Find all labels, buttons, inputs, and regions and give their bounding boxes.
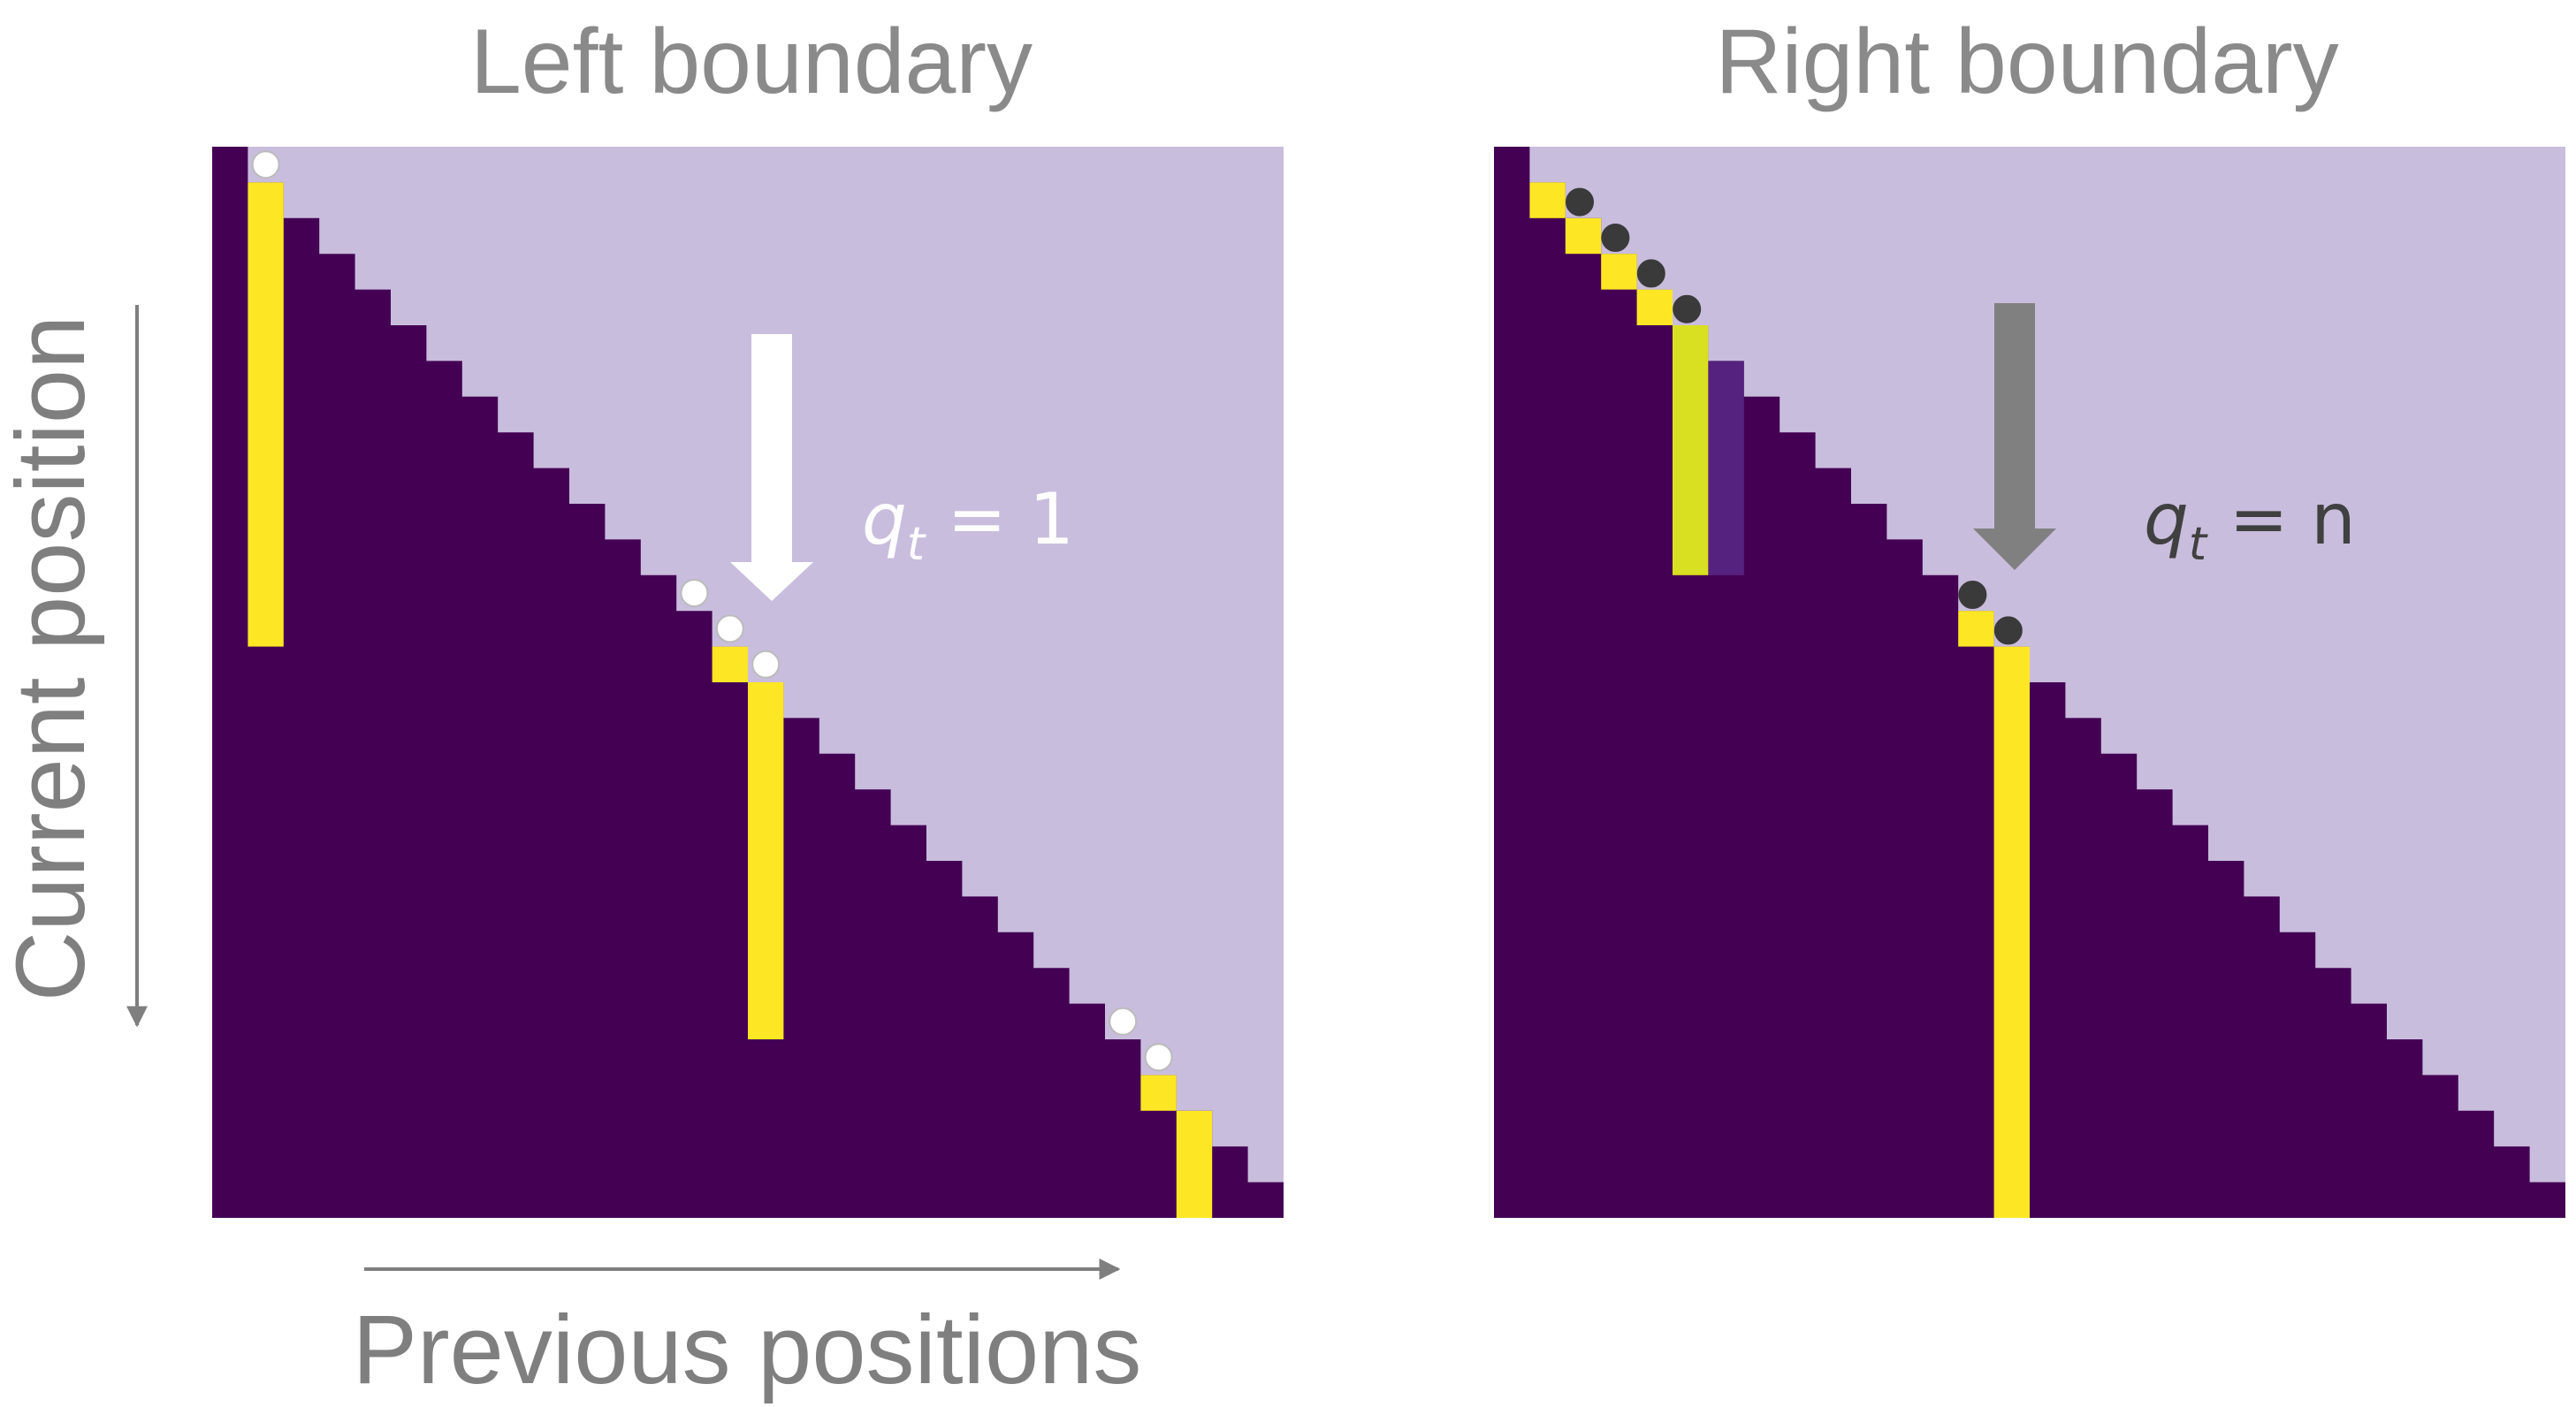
left-panel-title: Left boundary — [470, 11, 1033, 113]
left-query-arrow — [730, 334, 813, 601]
boundary-column-highlight — [1176, 1110, 1213, 1218]
right-query-label: qt = n — [2144, 478, 2356, 571]
boundary-marker-dot — [1993, 616, 2023, 645]
left-query-label: qt = 1 — [862, 478, 1074, 571]
boundary-marker-dot — [715, 614, 744, 643]
boundary-marker-dot — [1636, 259, 1665, 288]
boundary-cell-highlight — [1140, 1075, 1177, 1111]
right-query-arrow — [1973, 303, 2056, 570]
faded-boundary-column — [1673, 325, 1709, 575]
right-panel-title: Right boundary — [1715, 11, 2338, 113]
boundary-marker-dot — [1601, 224, 1630, 252]
y-axis-label: Current position — [0, 316, 105, 1002]
boundary-marker-dot — [680, 579, 709, 607]
boundary-cell-highlight — [1636, 289, 1673, 325]
boundary-marker-dot — [1958, 581, 1987, 609]
boundary-marker-dot — [1109, 1007, 1138, 1036]
boundary-cell-highlight — [1601, 254, 1637, 290]
faded-boundary-shadow — [1708, 361, 1744, 575]
boundary-cell-highlight — [1958, 611, 1994, 647]
boundary-marker-dot — [251, 150, 280, 179]
boundary-marker-dot — [1673, 294, 1702, 323]
boundary-column-highlight — [248, 182, 284, 647]
boundary-cell-highlight — [1529, 182, 1566, 218]
boundary-marker-dot — [751, 650, 781, 679]
boundary-cell-highlight — [712, 646, 748, 682]
boundary-column-highlight — [748, 682, 784, 1039]
boundary-marker-dot — [1144, 1043, 1173, 1072]
left-attention-matrix — [212, 147, 1284, 1218]
x-axis-label: Previous positions — [353, 1296, 1142, 1404]
boundary-cell-highlight — [1565, 217, 1602, 255]
boundary-marker-dot — [1566, 187, 1594, 217]
boundary-column-highlight — [1993, 646, 2030, 1218]
